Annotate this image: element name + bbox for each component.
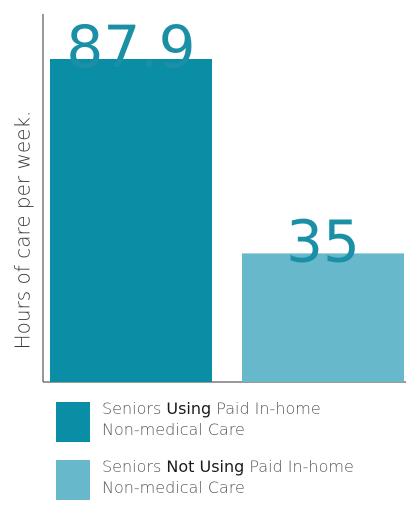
bars-group: 87.9 35 — [50, 13, 404, 382]
legend-item-using: Seniors Using Paid In-home Non-medical C… — [56, 398, 406, 442]
legend-prefix: Seniors — [102, 457, 167, 476]
legend-emphasis: Using — [166, 399, 212, 418]
legend-suffix: Paid In-home — [211, 399, 321, 418]
legend-line2: Non-medical Care — [102, 478, 245, 497]
value-label-2: 35 — [286, 207, 360, 275]
legend-line2: Non-medical Care — [102, 420, 245, 439]
legend-item-not-using: Seniors Not Using Paid In-home Non-medic… — [56, 456, 406, 500]
bar-1 — [50, 59, 212, 382]
legend-label-not-using: Seniors Not Using Paid In-home Non-medic… — [102, 456, 354, 498]
legend: Seniors Using Paid In-home Non-medical C… — [56, 398, 406, 514]
y-axis-title: Hours of care per week. — [11, 111, 35, 350]
value-label-1: 87.9 — [66, 13, 195, 81]
legend-swatch-using — [56, 402, 90, 442]
bar-2 — [242, 253, 404, 382]
y-axis-title-group: Hours of care per week. — [11, 111, 35, 350]
legend-suffix: Paid In-home — [244, 457, 354, 476]
legend-label-using: Seniors Using Paid In-home Non-medical C… — [102, 398, 321, 440]
legend-prefix: Seniors — [102, 399, 167, 418]
bar-chart: Hours of care per week. 87.9 35 — [11, 13, 406, 383]
legend-emphasis: Not Using — [166, 457, 245, 476]
legend-swatch-not-using — [56, 460, 90, 500]
